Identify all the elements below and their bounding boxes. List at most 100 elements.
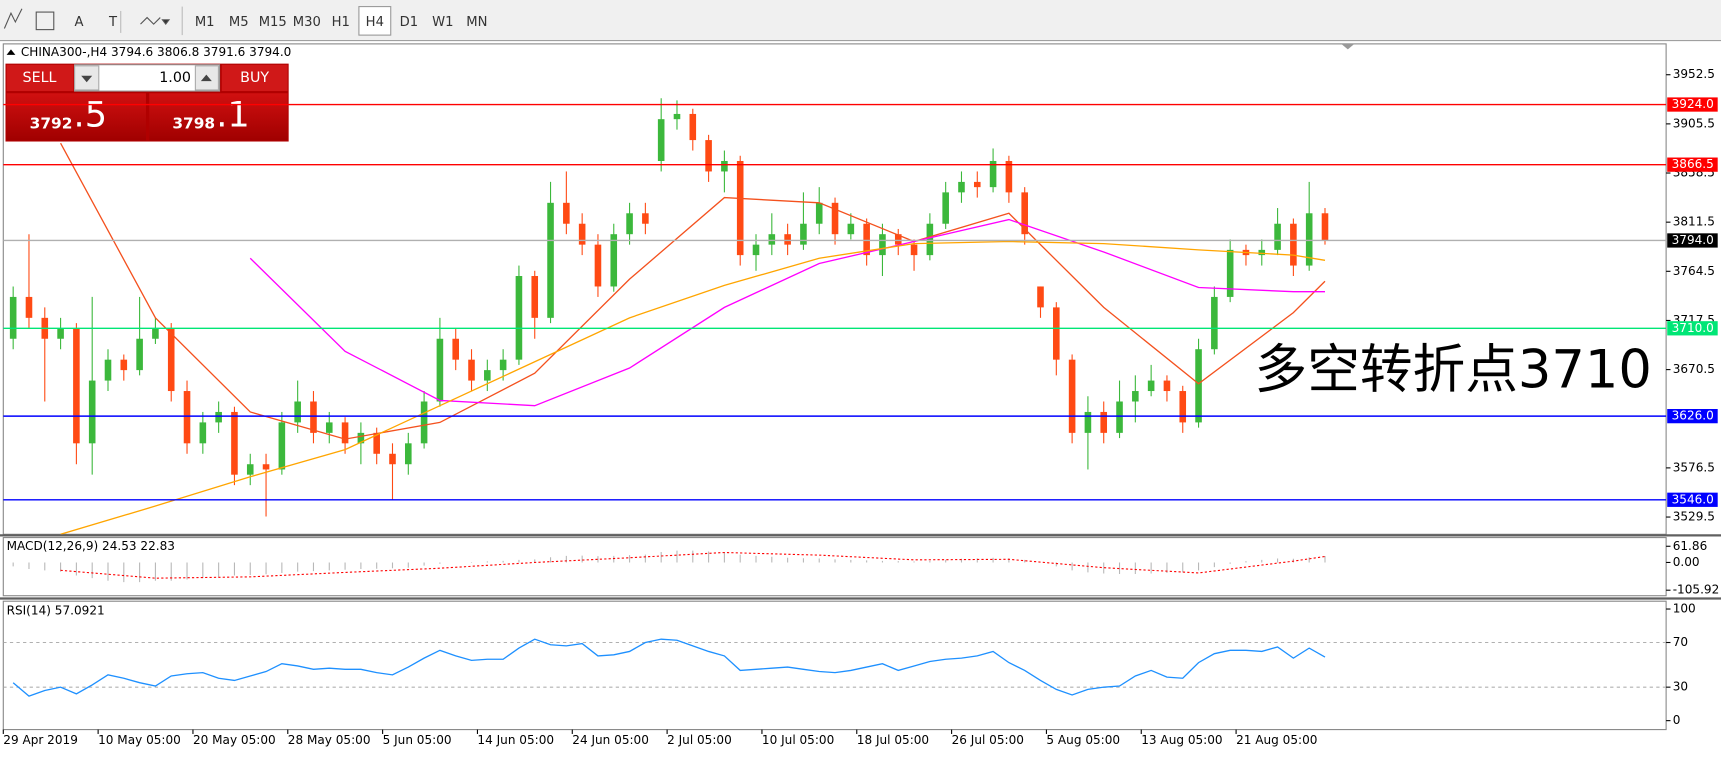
candle-body <box>1195 349 1202 423</box>
candle-body <box>25 296 33 318</box>
sell-price-box[interactable] <box>6 93 146 141</box>
rsi-plot <box>3 638 1667 697</box>
candle-body <box>563 202 570 224</box>
candle-body <box>515 276 523 360</box>
candle-body <box>1305 213 1313 266</box>
candle-body <box>1321 213 1329 241</box>
sell-label: SELL <box>23 70 57 86</box>
macd-plot <box>12 550 1326 583</box>
buy-label: BUY <box>240 70 269 86</box>
candle-body <box>325 422 333 433</box>
candle-body <box>815 202 823 224</box>
timeframe-label[interactable]: M1 <box>195 15 215 30</box>
timeframe-label[interactable]: M30 <box>293 15 321 30</box>
candle-body <box>436 338 444 402</box>
candle-body <box>1068 359 1076 433</box>
level-label: 3626.0 <box>1672 409 1714 423</box>
candle-body <box>705 140 712 172</box>
moving-average <box>60 142 1326 440</box>
candle-body <box>657 119 665 161</box>
shift-marker <box>1341 43 1355 50</box>
candle-body <box>278 422 286 470</box>
timeframe-button[interactable] <box>358 6 392 36</box>
y-tick-label: 3529.5 <box>1673 510 1715 524</box>
buy-price-box[interactable] <box>149 93 288 141</box>
x-tick-label: 2 Jul 05:00 <box>667 733 732 747</box>
trade-panel: SELL 1.00 BUY 3792 .5 3798 .1 <box>5 63 289 142</box>
x-tick-label: 10 Jul 05:00 <box>762 733 834 747</box>
candle-body <box>768 234 776 245</box>
level-label-bg <box>1667 492 1718 507</box>
text-tool[interactable]: A <box>75 15 84 30</box>
level-label-bg <box>1667 233 1718 248</box>
y-tick-label: 3764.5 <box>1673 264 1715 278</box>
y-tick-label: 70 <box>1673 635 1688 649</box>
sell-button[interactable] <box>6 64 74 92</box>
toolbar-icons <box>3 6 183 36</box>
chart-icon <box>3 8 23 29</box>
timeframe-label[interactable]: H1 <box>332 15 350 30</box>
candle-body <box>57 328 64 339</box>
level-label-bg <box>1667 97 1718 112</box>
sell-price: 3792 <box>30 114 73 132</box>
timeframe-label[interactable]: M5 <box>229 15 249 30</box>
candle-body <box>863 223 870 256</box>
candle-body <box>262 464 270 470</box>
candle-body <box>894 234 902 245</box>
level-label: 3710.0 <box>1672 321 1714 335</box>
toolbar <box>0 0 1721 41</box>
candle-body <box>910 244 918 256</box>
candle-body <box>183 391 191 444</box>
macd-panel <box>2 537 1667 597</box>
candle-body <box>9 296 17 339</box>
x-tick-label: 14 Jun 05:00 <box>477 733 554 747</box>
buy-button[interactable] <box>221 64 288 92</box>
moving-average <box>60 240 1326 535</box>
candle-body <box>405 443 412 465</box>
candle-body <box>1147 380 1155 392</box>
candle-body <box>1226 249 1234 297</box>
timeframe-label[interactable]: D1 <box>400 15 419 30</box>
moving-average <box>249 218 1325 407</box>
candle-body <box>610 234 618 287</box>
y-tick-label: 3811.5 <box>1673 215 1715 229</box>
axes: 3952.53905.53858.53811.53764.53717.53670… <box>2 67 1720 747</box>
indicator-icon <box>35 11 55 31</box>
timeframe-label[interactable]: W1 <box>432 15 453 30</box>
candle-body <box>1100 411 1108 433</box>
candle-body <box>88 380 96 444</box>
candle-body <box>831 202 839 235</box>
candle-body <box>752 244 760 256</box>
timeframe-label[interactable]: MN <box>466 15 487 30</box>
label-tool[interactable]: T <box>108 15 118 30</box>
candle-body <box>294 401 301 423</box>
candle-body <box>484 370 491 381</box>
candle-body <box>1274 223 1281 250</box>
timeframe-label[interactable]: M15 <box>259 15 287 30</box>
candle-body <box>357 432 365 444</box>
x-tick-label: 29 Apr 2019 <box>3 733 78 747</box>
candle-body <box>373 432 380 454</box>
price-plot <box>9 98 1329 535</box>
rsi-panel <box>2 600 1667 731</box>
y-tick-label: 3952.5 <box>1673 67 1715 81</box>
candle-body <box>1163 380 1171 392</box>
candle-body <box>879 234 886 256</box>
y-tick-label: -105.92 <box>1673 583 1720 597</box>
up-arrow <box>200 74 212 82</box>
candle-body <box>389 453 396 465</box>
x-tick-label: 21 Aug 05:00 <box>1236 733 1317 747</box>
sell-price-fraction: .5 <box>74 94 108 135</box>
x-tick-label: 10 May 05:00 <box>98 733 181 747</box>
candle-body <box>499 359 507 371</box>
candle-body <box>736 160 744 256</box>
candle-body <box>73 328 80 444</box>
timeframe-label[interactable]: H4 <box>366 15 384 30</box>
candle-body <box>1021 192 1028 235</box>
candle-body <box>531 276 539 318</box>
level-label: 3794.0 <box>1672 233 1714 247</box>
candle-body <box>673 113 681 120</box>
candle-body <box>1211 296 1218 350</box>
timeframes: M1 M5 M15 M30 H1 H4 D1 W1 MN <box>195 6 488 36</box>
